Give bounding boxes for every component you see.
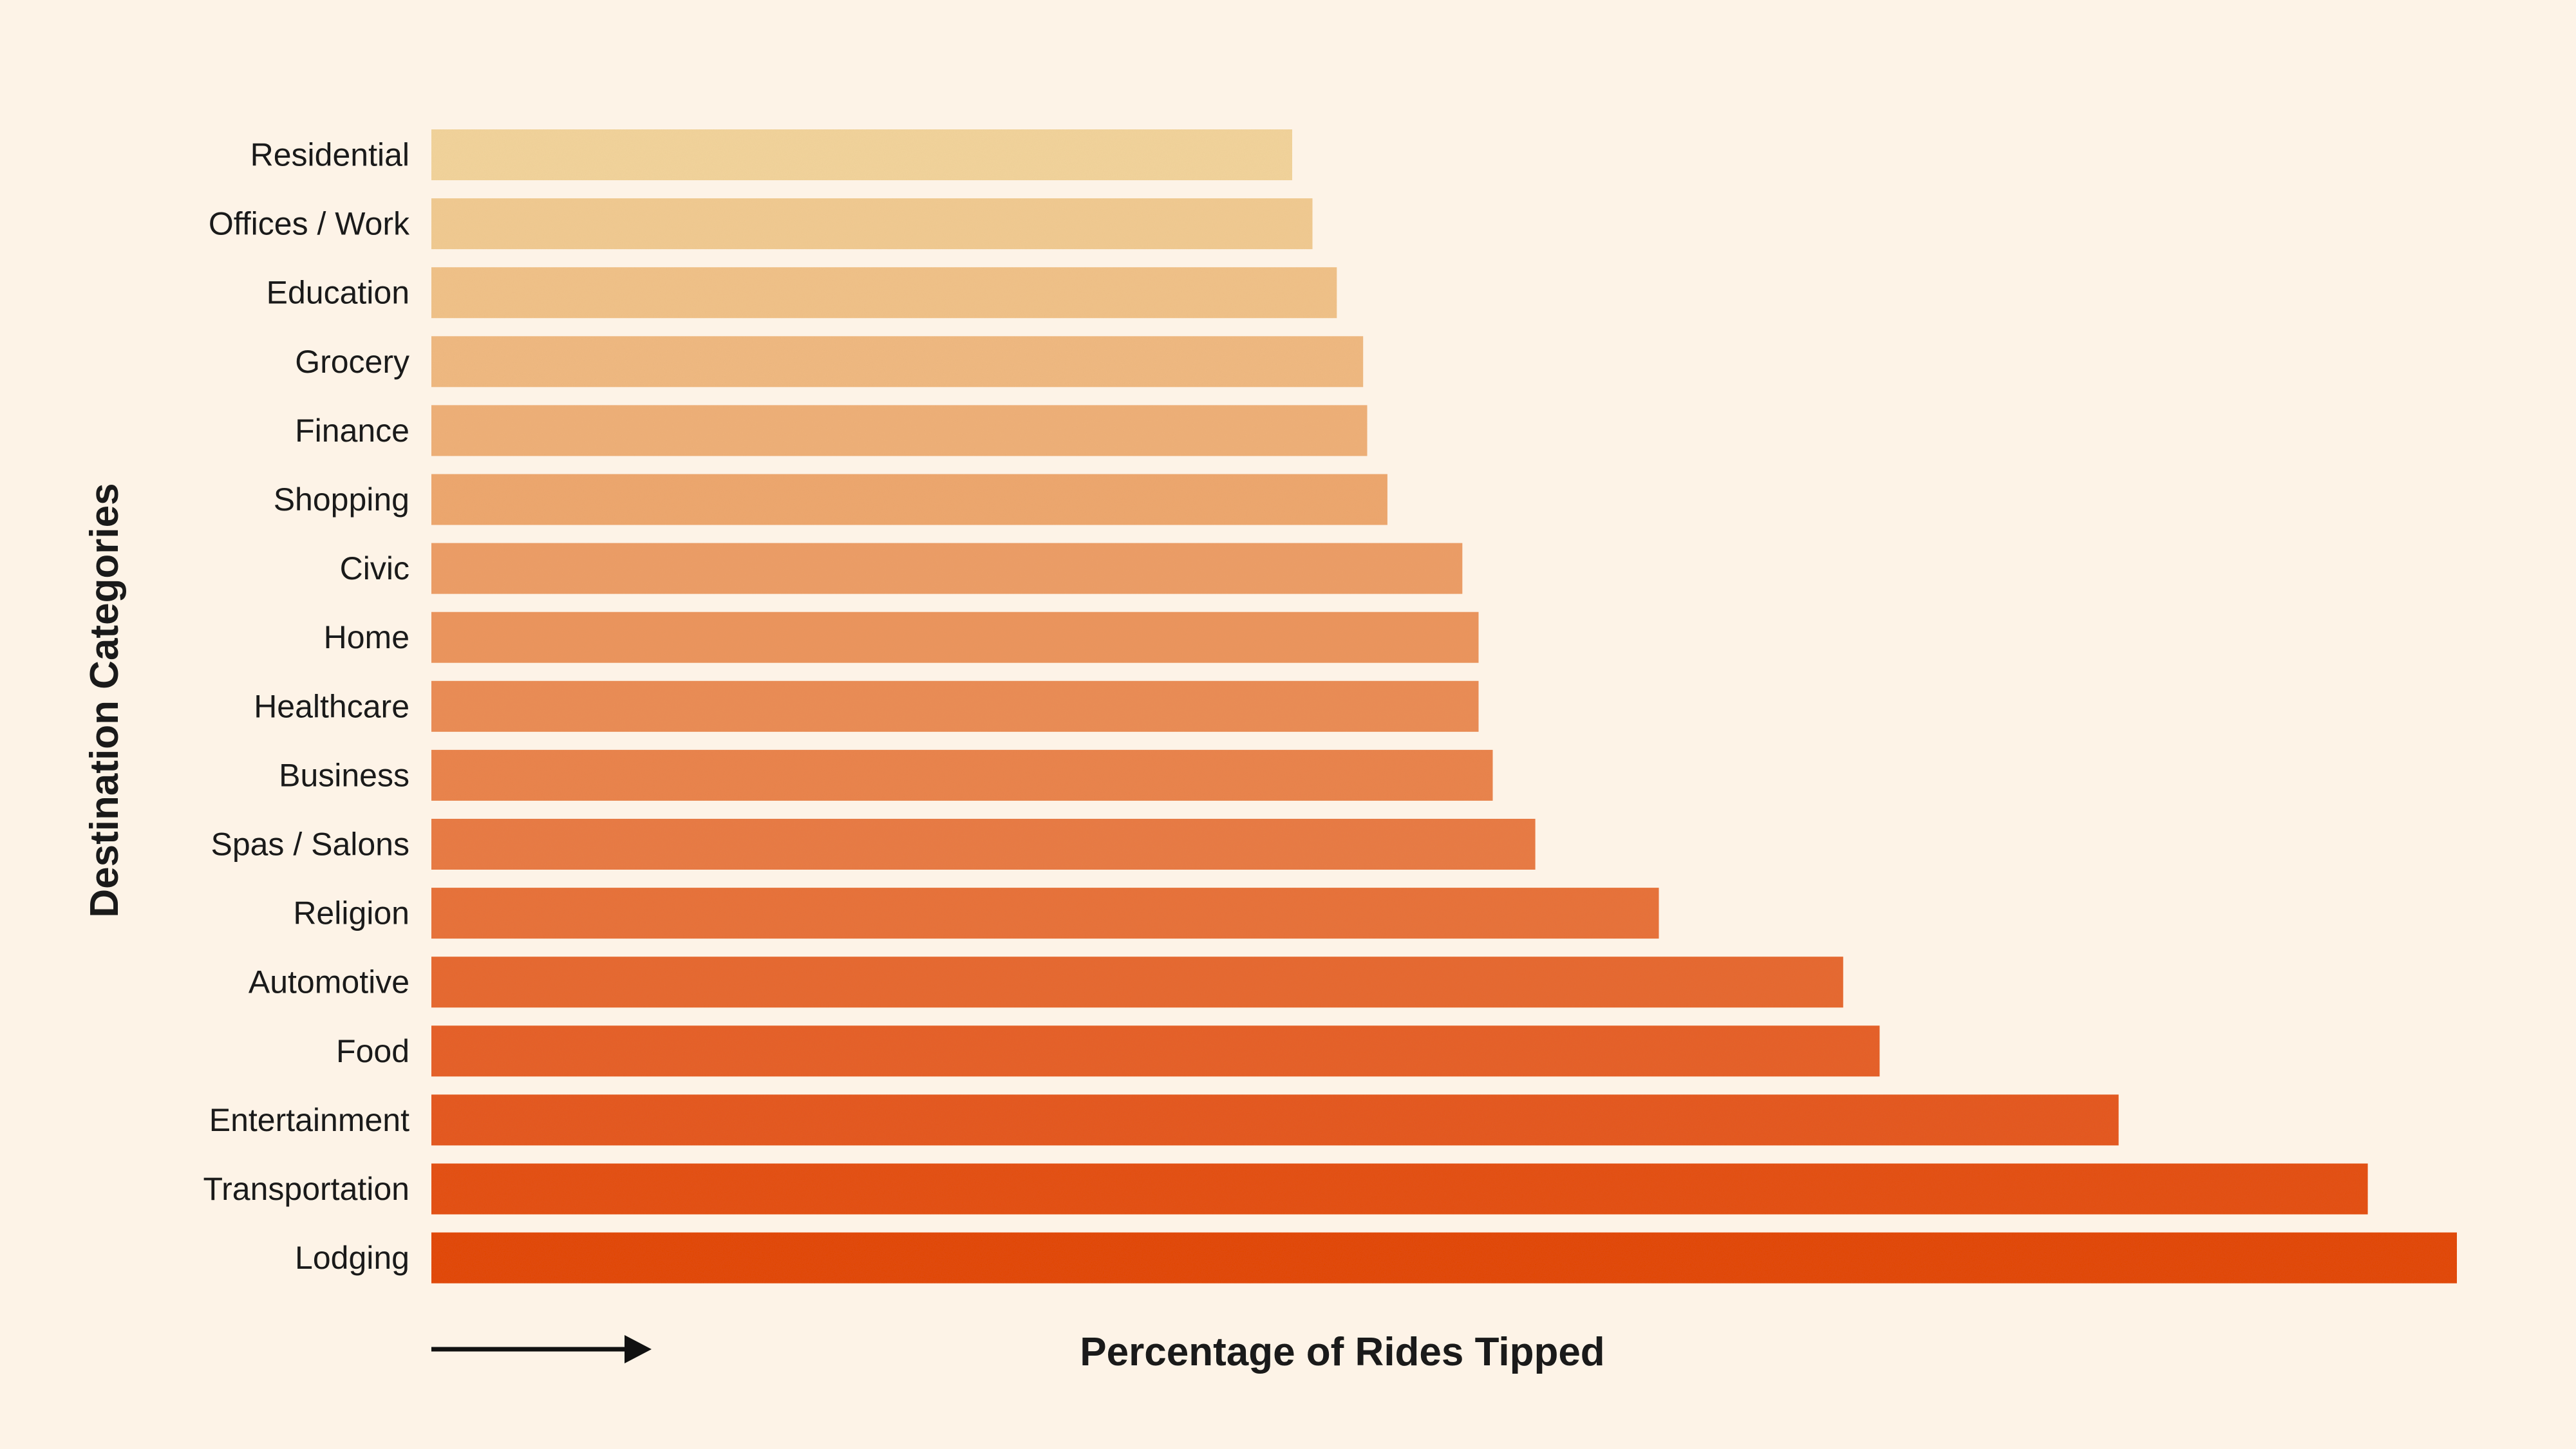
category-label: Lodging [295, 1240, 409, 1276]
bar-civic [431, 543, 1463, 594]
category-label: Residential [250, 137, 409, 173]
category-label: Entertainment [209, 1102, 409, 1138]
bar-spas-salons [431, 819, 1536, 870]
bar-grocery [431, 336, 1364, 388]
category-label: Shopping [274, 481, 409, 518]
category-label: Civic [340, 550, 409, 586]
bar-entertainment [431, 1094, 2119, 1146]
category-label: Food [336, 1033, 409, 1069]
bar-finance [431, 405, 1368, 456]
bar-offices-work [431, 198, 1313, 250]
bar-residential [431, 129, 1292, 180]
bar-automotive [431, 957, 1843, 1008]
bar-healthcare [431, 680, 1479, 732]
bars-group [431, 129, 2457, 1284]
x-axis-title: Percentage of Rides Tipped [1080, 1330, 1604, 1374]
category-label: Offices / Work [209, 206, 410, 242]
category-label: Transportation [203, 1171, 409, 1207]
category-label: Education [267, 275, 409, 311]
category-label: Finance [295, 413, 409, 449]
bar-lodging [431, 1232, 2457, 1284]
bar-food [431, 1025, 1880, 1077]
category-label: Business [279, 757, 409, 793]
bar-religion [431, 888, 1659, 939]
category-label: Religion [293, 895, 409, 931]
x-axis-arrow [431, 1335, 652, 1363]
y-axis-title: Destination Categories [82, 483, 127, 917]
category-label: Automotive [249, 964, 409, 1000]
category-label: Spas / Salons [211, 827, 409, 863]
category-label: Grocery [295, 344, 409, 380]
category-labels-group: Residential Offices / Work Education Grocer… [203, 137, 410, 1276]
bar-education [431, 267, 1337, 319]
category-label: Healthcare [254, 688, 409, 724]
bar-shopping [431, 474, 1387, 525]
bar-home [431, 612, 1479, 663]
category-label: Home [324, 619, 409, 655]
bar-business [431, 749, 1493, 801]
bar-transportation [431, 1163, 2368, 1215]
